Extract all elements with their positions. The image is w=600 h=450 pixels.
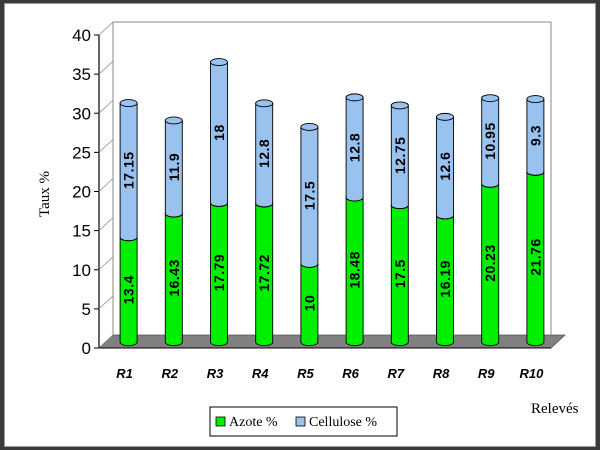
bar-R5-cap (300, 123, 319, 131)
data-label-R10-azote: 21.76 (527, 238, 543, 276)
bar-R6-cap (345, 93, 364, 102)
data-label-R7-cellulose: 12.75 (392, 137, 408, 175)
data-label-R2-cellulose: 11.9 (166, 153, 182, 181)
bar-R8-joint (436, 215, 454, 220)
x-tick-label-R1: R1 (116, 366, 133, 381)
y-tick-label: 10 (72, 261, 91, 280)
x-tick-label-R2: R2 (161, 366, 178, 381)
bar-R6-azote (345, 197, 364, 347)
bar-R1-azote (119, 236, 138, 347)
x-tick-label-R6: R6 (342, 366, 359, 381)
bar-R3-cap (210, 58, 228, 67)
bar-R10-cap (526, 95, 545, 104)
bar-R10-azote (526, 171, 545, 347)
legend-swatch-azote (215, 416, 226, 427)
y-tick-depth (98, 139, 114, 153)
data-label-R8-cellulose: 12.6 (437, 152, 453, 181)
x-tick-label-R8: R8 (433, 366, 450, 381)
data-label-R7-azote: 17.5 (392, 259, 408, 288)
y-tick-depth (98, 256, 114, 271)
data-label-R2-azote: 16.43 (166, 259, 182, 297)
y-tick-label: 20 (72, 183, 91, 202)
data-label-R3-cellulose: 18 (211, 124, 227, 141)
bar-R8-azote (436, 215, 454, 347)
bar-R9-cap (481, 94, 500, 103)
bar-R7-joint (390, 205, 409, 210)
bar-R6-joint (345, 197, 364, 202)
data-label-R4-azote: 17.72 (256, 254, 272, 292)
bar-R5-joint (300, 263, 319, 268)
bar-R1-joint (119, 237, 138, 242)
data-label-R1-azote: 13.4 (121, 275, 137, 304)
legend-label-cellulose: Cellulose % (309, 415, 377, 430)
data-label-R4-cellulose: 12.8 (256, 139, 272, 168)
bar-R10-joint (526, 171, 545, 176)
data-label-R8-azote: 16.19 (437, 260, 453, 298)
x-tick-label-R7: R7 (387, 366, 404, 381)
y-tick-label: 35 (72, 65, 91, 84)
data-label-R9-azote: 20.23 (482, 244, 498, 282)
y-tick-depth (98, 295, 114, 310)
chart-labels: 13.4 17.15 R1 16.43 11.9 R2 17.79 18 R3 17.72 12.8… (116, 122, 544, 381)
y-tick-label: 0 (82, 339, 91, 358)
data-label-R6-azote: 18.48 (347, 251, 363, 289)
y-tick-depth (98, 178, 114, 192)
y-tick-depth (98, 60, 114, 75)
bar-R4-joint (255, 203, 274, 208)
bar-R4-cap (255, 99, 274, 108)
bar-R9-joint (481, 183, 500, 188)
y-tick-label: 15 (72, 222, 91, 241)
y-axis-title: Taux % (37, 171, 53, 217)
x-tick-label-R3: R3 (207, 366, 224, 381)
bar-R9-azote (481, 183, 500, 347)
bar-R2-joint (164, 213, 183, 218)
bar-R3-joint (210, 202, 228, 207)
y-tick-label: 40 (72, 26, 91, 45)
bar-R4-azote (255, 203, 274, 347)
chart-bars (119, 58, 545, 347)
data-label-R6-cellulose: 12.8 (347, 133, 363, 162)
bar-R1-cap (119, 99, 138, 108)
data-label-R1-cellulose: 17.15 (121, 151, 137, 189)
bar-R3-azote (210, 202, 228, 347)
bar-R5-azote (300, 263, 319, 347)
legend: Azote % Cellulose % (209, 406, 398, 437)
data-label-R9-cellulose: 10.95 (482, 122, 498, 160)
bar-R2-cap (164, 116, 183, 125)
y-tick-depth (98, 99, 114, 114)
bar-R7-azote (390, 204, 409, 347)
x-tick-label-R5: R5 (297, 366, 314, 381)
y-tick-label: 25 (72, 143, 91, 162)
x-tick-label-R4: R4 (252, 366, 269, 381)
legend-swatch-cellulose (295, 416, 306, 427)
bar-R8-cap (436, 112, 454, 121)
chart-frame: 0 5 10 15 20 25 30 35 40 13.4 17.15 R1 16.43 11.9 R2 1… (4, 3, 596, 447)
y-tick-label: 30 (72, 104, 91, 123)
x-tick-label-R9: R9 (478, 366, 495, 381)
x-axis-title: Relevés (531, 401, 579, 417)
y-tick-depth (98, 21, 114, 36)
y-tick-label: 5 (82, 300, 91, 319)
y-tick-depth (98, 217, 114, 231)
data-label-R3-azote: 17.79 (211, 254, 227, 292)
data-label-R5-cellulose: 17.5 (301, 181, 317, 210)
data-label-R10-cellulose: 9.3 (527, 125, 543, 146)
bar-R7-cap (390, 101, 409, 110)
y-tick-depth (98, 334, 114, 349)
legend-label-azote: Azote % (229, 415, 278, 430)
x-tick-label-R10: R10 (519, 366, 544, 381)
data-label-R5-azote: 10 (301, 295, 317, 312)
bar-R2-azote (164, 213, 183, 347)
